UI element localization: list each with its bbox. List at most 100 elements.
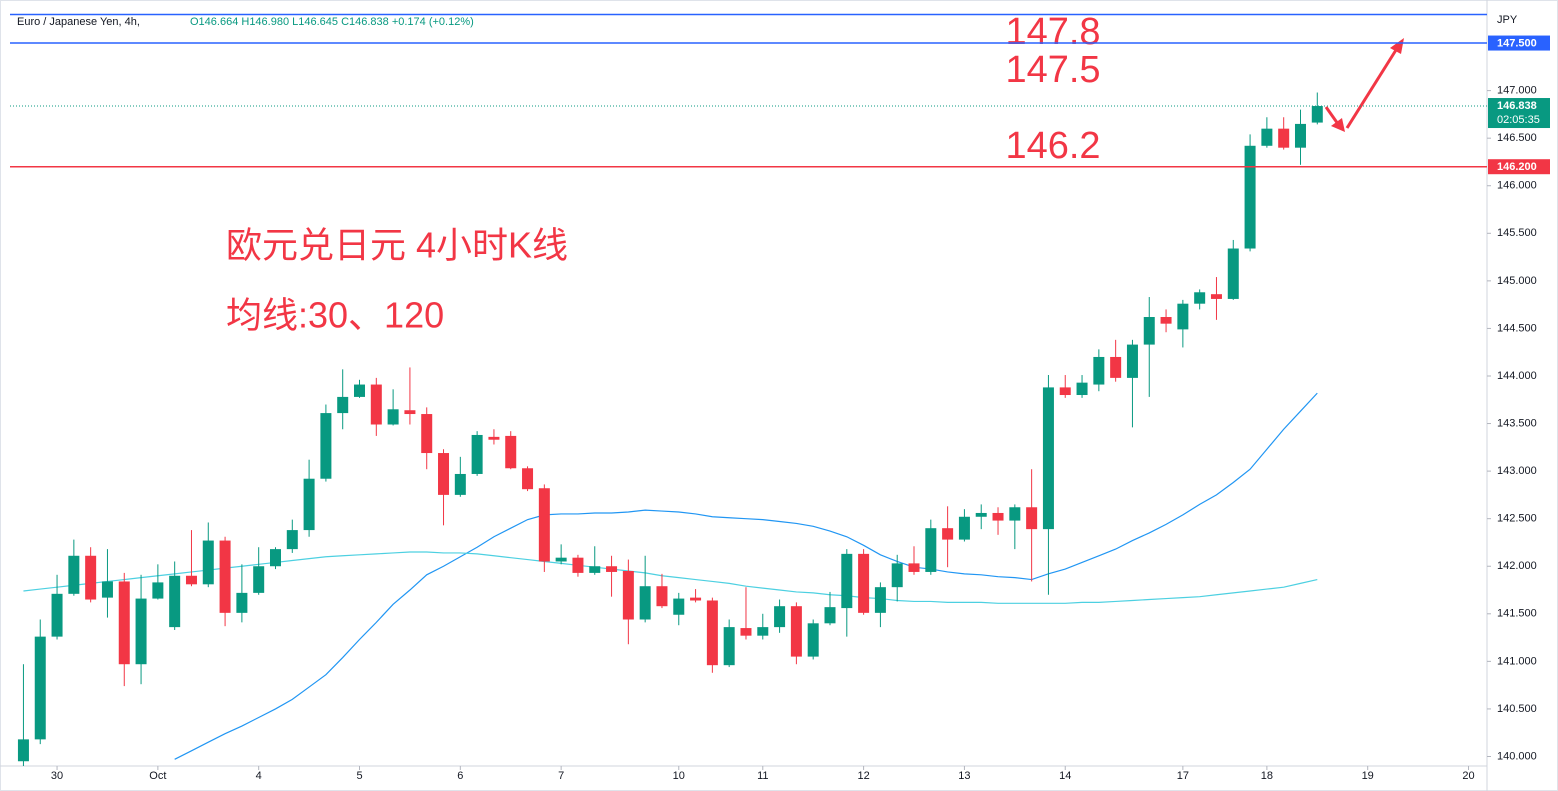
candle-body: [505, 435, 517, 469]
y-tick-label: 141.500: [1497, 608, 1537, 620]
candle-body: [622, 570, 634, 620]
x-tick-label: 20: [1462, 770, 1474, 782]
candle-body: [185, 575, 197, 585]
candle-body: [1227, 248, 1239, 299]
candle-body: [1076, 382, 1088, 396]
candle-body: [841, 553, 853, 609]
candle-body: [471, 434, 483, 474]
candle-body: [17, 739, 29, 762]
y-tick-label: 146.500: [1497, 132, 1537, 144]
price-label-box: [1488, 35, 1550, 51]
candle-body: [1278, 128, 1290, 148]
candle-body: [1143, 317, 1155, 345]
price-label: 146.200: [1497, 161, 1537, 173]
candle-body: [1042, 387, 1054, 530]
candle-body: [454, 473, 466, 495]
candle-body: [723, 627, 735, 666]
candle-body: [992, 512, 1004, 521]
candle-body: [169, 575, 181, 628]
candle-body: [1210, 294, 1222, 299]
candle-body: [68, 555, 80, 594]
candle-body: [320, 413, 332, 479]
candle-body: [958, 516, 970, 540]
y-tick-label: 145.000: [1497, 275, 1537, 287]
candle-body: [555, 557, 567, 562]
y-tick-label: 147.000: [1497, 85, 1537, 97]
candle-body: [253, 566, 265, 593]
candle-body: [572, 557, 584, 573]
currency: JPY: [1497, 14, 1518, 26]
candle-body: [538, 488, 550, 562]
x-tick-label: 30: [51, 770, 63, 782]
candle-body: [522, 468, 534, 490]
candle-body: [269, 549, 281, 567]
candle-body: [975, 512, 987, 517]
y-tick-label: 143.000: [1497, 465, 1537, 477]
y-tick-label: 142.000: [1497, 560, 1537, 572]
symbol: Euro / Japanese Yen, 4h,: [17, 16, 140, 28]
annotation: 147.5: [1005, 49, 1100, 91]
annotation: 147.8: [1005, 11, 1100, 53]
candle-body: [303, 478, 315, 531]
x-tick-label: 7: [558, 770, 564, 782]
candle-body: [639, 586, 651, 620]
candle-body: [387, 409, 399, 425]
y-tick-label: 140.500: [1497, 703, 1537, 715]
candle-body: [404, 410, 416, 415]
candle-body: [740, 628, 752, 636]
candle-body: [1261, 128, 1273, 146]
candle-body: [874, 587, 886, 613]
price-label: 147.500: [1497, 37, 1537, 49]
candle-body: [1160, 317, 1172, 324]
annotation: 146.2: [1005, 125, 1100, 167]
x-tick-label: 19: [1362, 770, 1374, 782]
candle-body: [774, 606, 786, 628]
candle-body: [858, 553, 870, 613]
candle-body: [1194, 292, 1206, 304]
last-price-box: [1488, 98, 1550, 129]
candle-body: [1126, 344, 1138, 378]
candle-body: [1026, 507, 1038, 530]
y-tick-label: 144.000: [1497, 370, 1537, 382]
y-tick-label: 146.000: [1497, 180, 1537, 192]
candle-body: [1177, 303, 1189, 330]
y-tick-label: 145.500: [1497, 227, 1537, 239]
x-tick-label: 4: [256, 770, 262, 782]
y-tick-label: 141.000: [1497, 655, 1537, 667]
x-tick-label: 6: [457, 770, 463, 782]
candle-body: [219, 540, 231, 613]
candle-body: [101, 581, 113, 598]
x-tick-label: 10: [673, 770, 685, 782]
plot: [17, 92, 1323, 766]
candle-body: [236, 592, 248, 613]
candle-body: [1059, 387, 1071, 396]
x-tick-label: 18: [1261, 770, 1273, 782]
candle-body: [925, 528, 937, 572]
candle-body: [790, 606, 802, 657]
candle-body: [354, 384, 366, 397]
y-tick-label: 142.500: [1497, 513, 1537, 525]
candle-body: [690, 597, 702, 601]
y-tick-label: 143.500: [1497, 417, 1537, 429]
x-tick-label: 13: [958, 770, 970, 782]
x-tick-label: 5: [356, 770, 362, 782]
candle-body: [673, 598, 685, 615]
candle-body: [286, 530, 298, 550]
candle-body: [152, 582, 164, 599]
y-tick-label: 144.500: [1497, 322, 1537, 334]
candle-body: [1294, 123, 1306, 148]
ohlc: O146.664 H146.980 L146.645 C146.838 +0.1…: [190, 16, 474, 28]
chart-subtitle: 均线:30、120: [226, 295, 444, 336]
candle-body: [606, 566, 618, 572]
candle-body: [118, 581, 130, 665]
candle-body: [1110, 356, 1122, 378]
chart-title: 欧元兑日元 4小时K线: [226, 225, 568, 266]
candle-body: [135, 598, 147, 665]
candle-body: [1244, 145, 1256, 249]
x-tick-label: 12: [857, 770, 869, 782]
candle-body: [488, 436, 500, 440]
candle-body: [337, 396, 349, 414]
candle-body: [51, 593, 63, 637]
